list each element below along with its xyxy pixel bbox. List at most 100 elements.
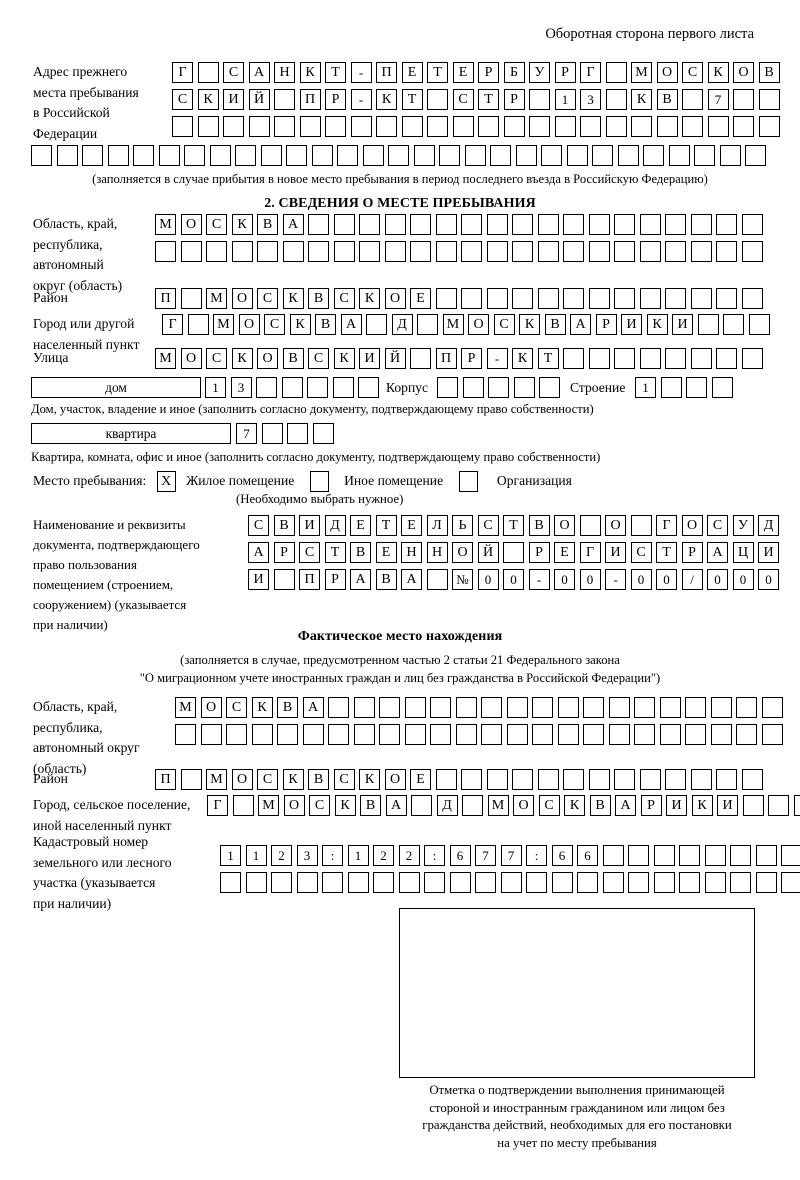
region-cell-13[interactable]	[461, 241, 482, 262]
prev-address-full-cell-7[interactable]	[184, 145, 205, 166]
region-cell-6[interactable]: А	[282, 214, 304, 235]
document-cell-10[interactable]: С	[477, 515, 499, 536]
prev-address-cell-7[interactable]: Т	[325, 62, 346, 83]
cadastral-cell-3[interactable]	[271, 872, 292, 893]
prev-address-cell-2[interactable]	[197, 116, 219, 137]
document-cell-18[interactable]: /	[681, 569, 703, 590]
flat-cell-2[interactable]	[261, 423, 283, 444]
city-cell-11[interactable]	[417, 314, 438, 335]
prev-address-full-cell-22[interactable]	[566, 145, 588, 166]
prev-address-cell-21[interactable]: С	[682, 62, 703, 83]
actual-region-row-2[interactable]	[175, 724, 783, 745]
actual-region-cell-22[interactable]	[710, 724, 732, 745]
document-cell-9[interactable]: О	[452, 542, 473, 563]
region-cell-8[interactable]	[333, 214, 355, 235]
actual-city-cell-9[interactable]	[411, 795, 432, 816]
city-cell-18[interactable]: Р	[595, 314, 617, 335]
actual-region-cell-24[interactable]	[761, 697, 783, 718]
document-cell-19[interactable]: 0	[707, 569, 728, 590]
prev-address-cell-6[interactable]	[299, 116, 321, 137]
district-cell-6[interactable]: К	[282, 288, 304, 309]
cadastral-cell-8[interactable]: 2	[398, 845, 420, 866]
city-cell-12[interactable]: М	[442, 314, 464, 335]
actual-region-cell-7[interactable]	[328, 697, 349, 718]
cadastral-cell-10[interactable]: 6	[449, 845, 471, 866]
actual-region-cell-14[interactable]	[506, 724, 528, 745]
cadastral-cell-17[interactable]	[628, 845, 649, 866]
district-cell-15[interactable]	[512, 288, 533, 309]
prev-address-cell-19[interactable]	[631, 116, 652, 137]
actual-city-cell-18[interactable]: Р	[640, 795, 662, 816]
actual-district-cell-23[interactable]	[716, 769, 737, 790]
prev-address-cell-15[interactable]: У	[529, 62, 550, 83]
prev-address-cell-18[interactable]	[605, 116, 627, 137]
district-cell-12[interactable]	[435, 288, 457, 309]
document-cell-9[interactable]: Ь	[452, 515, 473, 536]
prev-address-full-cell-14[interactable]	[362, 145, 384, 166]
document-cell-3[interactable]: И	[299, 515, 320, 536]
document-cell-17[interactable]: 0	[656, 569, 677, 590]
region-cell-5[interactable]: В	[257, 214, 278, 235]
prev-address-cell-4[interactable]: Й	[248, 89, 270, 110]
street-cell-1[interactable]: М	[155, 348, 176, 369]
prev-address-cell-22[interactable]	[707, 116, 729, 137]
actual-region-cell-11[interactable]	[430, 724, 451, 745]
actual-city-cell-8[interactable]: А	[385, 795, 407, 816]
prev-address-cell-2[interactable]: К	[197, 89, 219, 110]
document-cell-12[interactable]: -	[528, 569, 550, 590]
city-cell-7[interactable]: В	[315, 314, 336, 335]
city-cell-21[interactable]: И	[672, 314, 693, 335]
region-cell-20[interactable]	[639, 241, 661, 262]
cadastral-cell-2[interactable]	[245, 872, 267, 893]
cadastral-cell-2[interactable]: 1	[245, 845, 267, 866]
street-cell-9[interactable]: И	[359, 348, 380, 369]
district-cell-24[interactable]	[741, 288, 763, 309]
actual-region-cell-8[interactable]	[353, 724, 375, 745]
prev-address-cell-15[interactable]	[529, 116, 550, 137]
prev-address-cell-2[interactable]	[197, 62, 219, 83]
city-cell-8[interactable]: А	[340, 314, 362, 335]
actual-district-cell-17[interactable]	[563, 769, 584, 790]
actual-city-cell-12[interactable]: М	[487, 795, 509, 816]
actual-region-cell-21[interactable]	[685, 724, 706, 745]
prev-address-cell-11[interactable]: Т	[427, 62, 448, 83]
actual-city-cell-3[interactable]: М	[258, 795, 279, 816]
document-cell-11[interactable]: 0	[503, 569, 524, 590]
region-cell-19[interactable]	[614, 214, 635, 235]
document-cell-8[interactable]: Н	[426, 542, 448, 563]
district-cell-8[interactable]: С	[333, 288, 355, 309]
cadastral-cell-1[interactable]: 1	[220, 845, 241, 866]
actual-region-cell-15[interactable]	[532, 724, 553, 745]
cadastral-cell-21[interactable]	[730, 872, 751, 893]
flat-cells[interactable]: 7	[236, 423, 334, 444]
actual-district-cell-20[interactable]	[639, 769, 661, 790]
city-cell-15[interactable]: К	[519, 314, 540, 335]
document-cell-2[interactable]: Р	[273, 542, 295, 563]
document-cell-2[interactable]: В	[273, 515, 295, 536]
street-cell-12[interactable]: П	[435, 348, 457, 369]
prev-address-full-cell-13[interactable]	[337, 145, 358, 166]
house-cell-6[interactable]	[332, 377, 354, 398]
actual-region-cell-2[interactable]	[200, 724, 222, 745]
document-cell-1[interactable]: И	[248, 569, 269, 590]
document-cell-1[interactable]: С	[248, 515, 269, 536]
house-cell-4[interactable]	[281, 377, 303, 398]
actual-district-cell-13[interactable]	[461, 769, 482, 790]
actual-city-cell-20[interactable]: К	[691, 795, 713, 816]
prev-address-cell-23[interactable]	[733, 116, 754, 137]
region-cell-4[interactable]	[231, 241, 253, 262]
checkbox-other-premises[interactable]	[309, 471, 329, 493]
actual-district-cell-21[interactable]	[665, 769, 686, 790]
prev-address-cell-5[interactable]: Н	[274, 62, 295, 83]
actual-region-cell-6[interactable]	[302, 724, 324, 745]
prev-address-full-cell-27[interactable]	[694, 145, 715, 166]
prev-address-full-cell-6[interactable]	[158, 145, 180, 166]
prev-address-full-cell-3[interactable]	[82, 145, 103, 166]
prev-address-cell-21[interactable]	[682, 116, 703, 137]
region-cell-16[interactable]	[537, 214, 559, 235]
cadastral-cell-23[interactable]	[781, 872, 800, 893]
actual-city-cell-4[interactable]: О	[283, 795, 305, 816]
actual-city-cell-6[interactable]: К	[334, 795, 356, 816]
